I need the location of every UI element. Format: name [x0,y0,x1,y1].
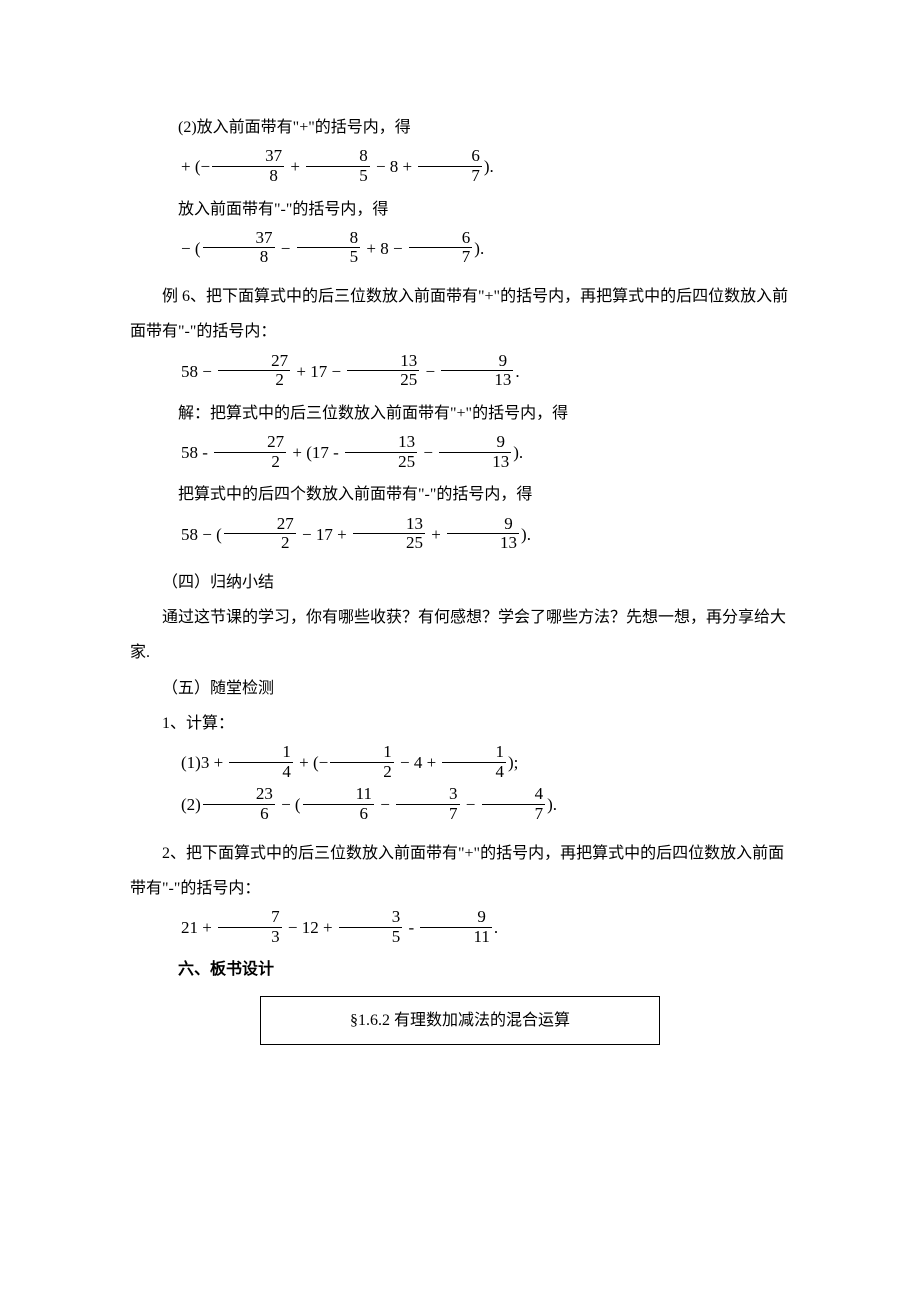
example6-expression: 58 − 272 + 17 − 1325 − 913. [130,354,790,392]
solution-part2-text: 把算式中的后四个数放入前面带有"-"的括号内，得 [130,477,790,512]
q2-expression: 21 + 73 − 12 + 35 - 911. [130,910,790,948]
document-content: (2)放入前面带有"+"的括号内，得 + (−378 + 85 − 8 + 67… [130,110,790,1045]
example6-intro: 例 6、把下面算式中的后三位数放入前面带有"+"的括号内，再把算式中的后四位数放… [130,279,790,349]
q1-label: 1、计算： [130,706,790,741]
q1-expression-2: (2)236 − (116 − 37 − 47). [130,787,790,825]
q2-text: 2、把下面算式中的后三位数放入前面带有"+"的括号内，再把算式中的后四位数放入前… [130,836,790,906]
board-title-box: §1.6.2 有理数加减法的混合运算 [260,996,660,1045]
solution-label: 解：把算式中的后三位数放入前面带有"+"的括号内，得 [130,396,790,431]
section-5-header: （五）随堂检测 [130,671,790,706]
summary-text: 通过这节课的学习，你有哪些收获？有何感想？学会了哪些方法？先想一想，再分享给大家… [130,600,790,670]
q1-expression-1: (1)3 + 14 + (−12 − 4 + 14); [130,745,790,783]
para-eq2-text: 放入前面带有"-"的括号内，得 [130,192,790,227]
equation-1: + (−378 + 85 − 8 + 67). [130,149,790,187]
section-6-header: 六、板书设计 [130,952,790,987]
equation-2: − (378 − 85 + 8 − 67). [130,231,790,269]
solution-eq1: 58 - 272 + (17 - 1325 − 913). [130,435,790,473]
para-eq1-text: (2)放入前面带有"+"的括号内，得 [130,110,790,145]
solution-eq2: 58 − (272 − 17 + 1325 + 913). [130,517,790,555]
section-4-header: （四）归纳小结 [130,565,790,600]
